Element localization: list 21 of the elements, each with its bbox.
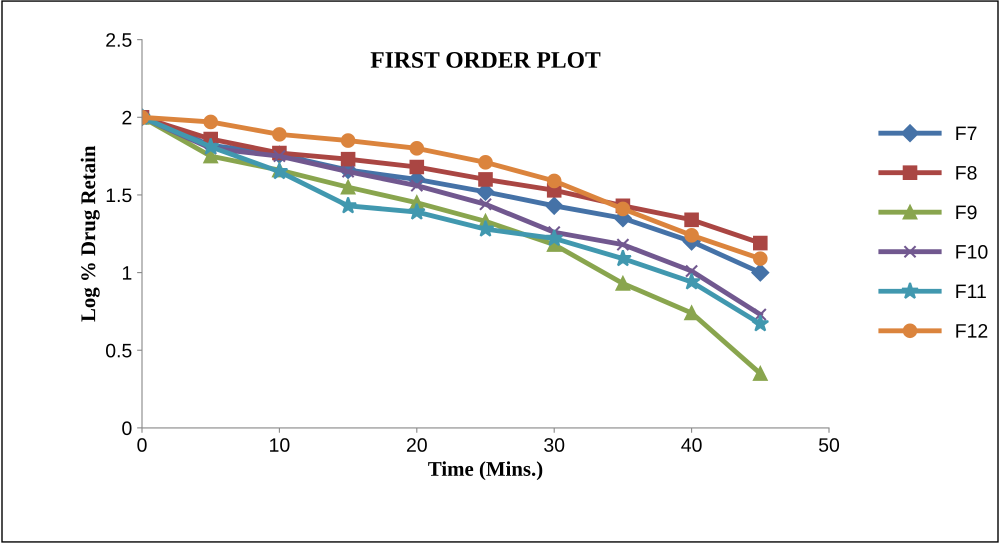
x-tick-label: 20 [406,438,427,452]
legend-label: F10 [956,244,988,259]
legend-label: F12 [956,324,988,338]
y-tick-label: 0 [122,421,132,436]
y-tick-label: 0.5 [106,344,132,358]
legend-label: F8 [956,166,977,180]
legend-label: F11 [956,284,986,298]
y-tick-label: 1 [122,266,132,280]
y-tick-label: 2 [122,110,132,124]
x-axis-title: Time (Mins.) [428,461,542,480]
legend-label: F9 [956,205,977,220]
x-tick-label: 10 [270,438,290,452]
x-tick-label: 30 [544,438,564,452]
y-tick-label: 1.5 [106,188,132,202]
y-tick-label: 2.5 [106,33,132,47]
x-tick-label: 0 [137,438,147,452]
x-tick-label: 40 [681,438,702,452]
legend-label: F7 [956,126,976,140]
y-axis-title: Log % Drug Retain [80,146,100,322]
chart-title: FIRST ORDER PLOT [370,52,600,68]
x-tick-label: 50 [818,438,840,452]
